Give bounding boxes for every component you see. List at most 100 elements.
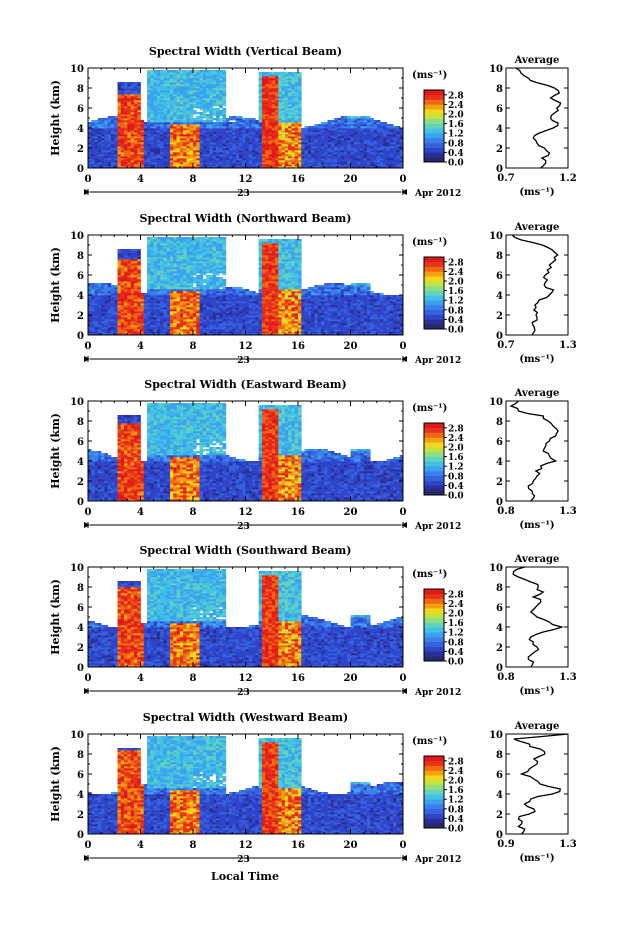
- heatmap-cell: [275, 84, 279, 87]
- heatmap-cell: [133, 92, 138, 95]
- heatmap-cell: [255, 134, 259, 137]
- heatmap-cell: [222, 86, 227, 89]
- heatmap-cell: [383, 146, 387, 149]
- heatmap-cell: [393, 162, 397, 165]
- heatmap-cell: [202, 138, 207, 141]
- heatmap-cell: [215, 152, 220, 155]
- heatmap-cell: [150, 251, 154, 254]
- heatmap-cell: [193, 76, 197, 79]
- heatmap-cell: [179, 253, 184, 256]
- heatmap-cell: [137, 128, 141, 131]
- heatmap-cell: [156, 104, 161, 107]
- heatmap-cell: [215, 114, 220, 117]
- heatmap-cell: [173, 243, 177, 246]
- heatmap-cell: [294, 120, 299, 123]
- heatmap-cell: [340, 120, 345, 123]
- heatmap-cell: [314, 134, 319, 137]
- heatmap-cell: [117, 86, 122, 89]
- heatmap-cell: [343, 120, 348, 123]
- heatmap-cell: [357, 116, 361, 119]
- heatmap-cell: [242, 152, 246, 155]
- heatmap-cell: [143, 319, 148, 322]
- heatmap-cell: [107, 325, 112, 328]
- heatmap-cell: [366, 128, 371, 131]
- heatmap-cell: [206, 148, 210, 151]
- profile-y-tick-label: 10: [489, 64, 503, 75]
- heatmap-cell: [193, 317, 197, 320]
- heatmap-cell: [189, 319, 194, 322]
- heatmap-cell: [255, 156, 259, 159]
- heatmap-cell: [288, 132, 292, 135]
- heatmap-cell: [163, 253, 168, 256]
- heatmap-cell: [268, 104, 273, 107]
- heatmap-cell: [366, 124, 371, 127]
- heatmap-cell: [229, 126, 233, 129]
- heatmap-cell: [147, 118, 151, 121]
- heatmap-cell: [173, 327, 177, 330]
- heatmap-cell: [183, 164, 187, 167]
- heatmap-cell: [147, 247, 151, 250]
- heatmap-cell: [373, 158, 378, 161]
- heatmap-cell: [238, 164, 243, 167]
- heatmap-cell: [143, 303, 148, 306]
- heatmap-cell: [376, 126, 381, 129]
- heatmap-cell: [245, 158, 250, 161]
- heatmap-cell: [127, 249, 132, 252]
- heatmap-cell: [311, 146, 315, 149]
- heatmap-cell: [288, 140, 292, 143]
- heatmap-cell: [199, 100, 204, 103]
- heatmap-cell: [163, 269, 168, 272]
- heatmap-cell: [386, 158, 391, 161]
- heatmap-cell: [399, 156, 404, 159]
- heatmap-cell: [212, 134, 217, 137]
- heatmap-cell: [166, 162, 171, 165]
- heatmap-cell: [163, 239, 168, 242]
- heatmap-cell: [179, 319, 184, 322]
- heatmap-cell: [160, 148, 164, 151]
- heatmap-cell: [94, 160, 99, 163]
- heatmap-cell: [196, 253, 200, 256]
- heatmap-cell: [173, 72, 177, 75]
- heatmap-cell: [363, 134, 368, 137]
- heatmap-cell: [153, 136, 158, 139]
- heatmap-cell: [255, 140, 259, 143]
- heatmap-cell: [153, 251, 158, 254]
- heatmap-cell: [91, 162, 95, 165]
- heatmap-cell: [150, 241, 154, 244]
- heatmap-cell: [150, 92, 154, 95]
- heatmap-cell: [337, 150, 342, 153]
- heatmap-cell: [176, 253, 181, 256]
- heatmap-cell: [288, 118, 292, 121]
- heatmap-cell: [130, 92, 135, 95]
- heatmap-cell: [209, 80, 214, 83]
- heatmap-cell: [156, 74, 161, 77]
- heatmap-cell: [209, 84, 214, 87]
- heatmap-cell: [130, 114, 135, 117]
- heatmap-cell: [281, 140, 286, 143]
- heatmap-cell: [288, 122, 292, 125]
- heatmap-cell: [242, 154, 246, 157]
- heatmap-cell: [294, 132, 299, 135]
- heatmap-cell: [173, 325, 177, 328]
- heatmap-cell: [327, 154, 332, 157]
- heatmap-cell: [176, 315, 181, 318]
- heatmap-cell: [380, 124, 384, 127]
- heatmap-cell: [133, 106, 138, 109]
- heatmap-cell: [160, 146, 164, 149]
- heatmap-cell: [206, 102, 210, 105]
- heatmap-cell: [193, 110, 197, 113]
- heatmap-cell: [340, 130, 345, 133]
- heatmap-cell: [91, 311, 95, 314]
- heatmap-cell: [212, 100, 217, 103]
- heatmap-cell: [206, 257, 210, 260]
- heatmap-cell: [376, 122, 381, 125]
- heatmap-cell: [173, 82, 177, 85]
- heatmap-cell: [160, 70, 164, 73]
- heatmap-cell: [258, 84, 263, 87]
- heatmap-cell: [337, 118, 342, 121]
- heatmap-cell: [156, 289, 161, 292]
- heatmap-cell: [215, 98, 220, 101]
- heatmap-cell: [298, 166, 302, 169]
- heatmap-cell: [275, 146, 279, 149]
- heatmap-cell: [189, 259, 194, 262]
